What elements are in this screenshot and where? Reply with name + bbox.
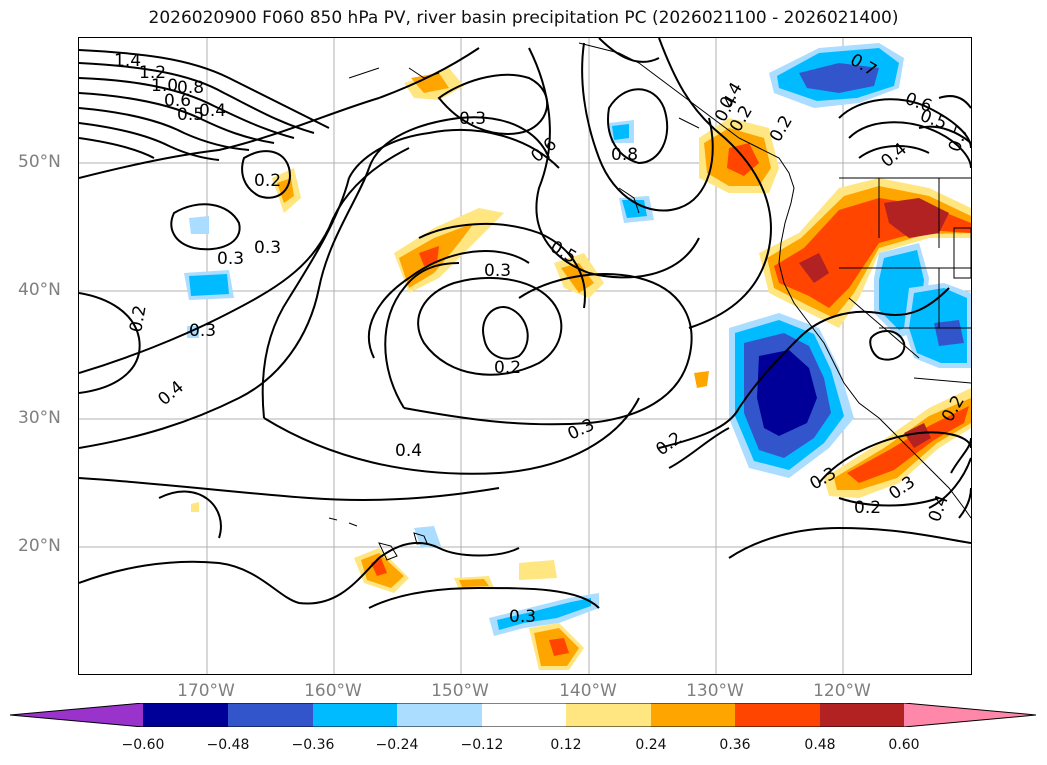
- contour-label: 0.2: [854, 498, 881, 518]
- contour-label: 0.4: [395, 441, 422, 461]
- colorbar-segment: [735, 703, 820, 727]
- map-panel: 1.4 1.2 1.0 0.8 0.6 0.5 0.4 0.3 0.2 0.3 …: [78, 37, 972, 675]
- colorbar-segment: [228, 703, 313, 727]
- contour-label: 0.3: [509, 607, 536, 627]
- contour-label: 1.4: [114, 51, 141, 71]
- contour-label: 0.2: [126, 304, 150, 334]
- contour-label: 1.2: [139, 63, 166, 83]
- contour-label: 0.3: [189, 321, 216, 341]
- pv-contours: [79, 38, 971, 609]
- contour-label: 0.2: [254, 171, 281, 191]
- contour-label: 0.3: [217, 249, 244, 269]
- contour-label: 0.3: [459, 109, 486, 129]
- colorbar-tick: −0.60: [121, 737, 165, 753]
- contour-label: 0.6: [164, 91, 191, 111]
- contour-label: 0.3: [484, 261, 511, 281]
- colorbar-tick: −0.24: [375, 737, 419, 753]
- lon-label: 130°W: [686, 681, 744, 701]
- colorbar-segment: [10, 703, 143, 727]
- lon-label: 150°W: [431, 681, 489, 701]
- colorbar: [10, 703, 1036, 727]
- colorbar-tick: 0.36: [719, 737, 751, 753]
- lat-label: 30°N: [18, 408, 61, 428]
- precip-shading: [184, 43, 971, 670]
- contour-label: 0.2: [652, 428, 686, 460]
- contour-label: 0.8: [611, 145, 638, 165]
- contour-label: 0.4: [199, 101, 226, 121]
- contour-label: 0.6: [527, 134, 561, 167]
- contour-label: 0.4: [925, 492, 953, 524]
- colorbar-segment: [904, 703, 1036, 727]
- colorbar-tick: 0.12: [550, 737, 582, 753]
- contour-label: 0.5: [177, 105, 204, 125]
- colorbar-segment: [397, 703, 482, 727]
- colorbar-segment: [566, 703, 651, 727]
- colorbar-segment: [482, 703, 566, 727]
- colorbar-segment: [651, 703, 735, 727]
- contour-label: 0.8: [177, 78, 204, 98]
- contour-label: 0.2: [494, 358, 521, 378]
- lon-label: 140°W: [559, 681, 617, 701]
- coastlines: [328, 42, 971, 561]
- lon-label: 160°W: [304, 681, 362, 701]
- colorbar-tick: 0.24: [635, 737, 667, 753]
- lat-label: 40°N: [18, 280, 61, 300]
- colorbar-tick: 0.60: [888, 737, 920, 753]
- contour-label: 0.3: [254, 238, 281, 258]
- lat-label: 20°N: [18, 536, 61, 556]
- lon-label: 170°W: [177, 681, 235, 701]
- contour-label: 0.4: [877, 139, 911, 172]
- colorbar-tick: −0.12: [460, 737, 504, 753]
- contour-label: 1.0: [151, 76, 178, 96]
- colorbar-tick: −0.48: [206, 737, 250, 753]
- chart-title: 2026020900 F060 850 hPa PV, river basin …: [148, 8, 899, 28]
- contour-label: 0.4: [154, 377, 188, 410]
- colorbar-tick: 0.48: [804, 737, 836, 753]
- contour-label: 0.7: [945, 122, 971, 154]
- colorbar-segment: [820, 703, 904, 727]
- colorbar-segment: [313, 703, 397, 727]
- colorbar-tick: −0.36: [291, 737, 335, 753]
- colorbar-segment: [143, 703, 228, 727]
- lon-label: 120°W: [813, 681, 871, 701]
- lat-label: 50°N: [18, 152, 61, 172]
